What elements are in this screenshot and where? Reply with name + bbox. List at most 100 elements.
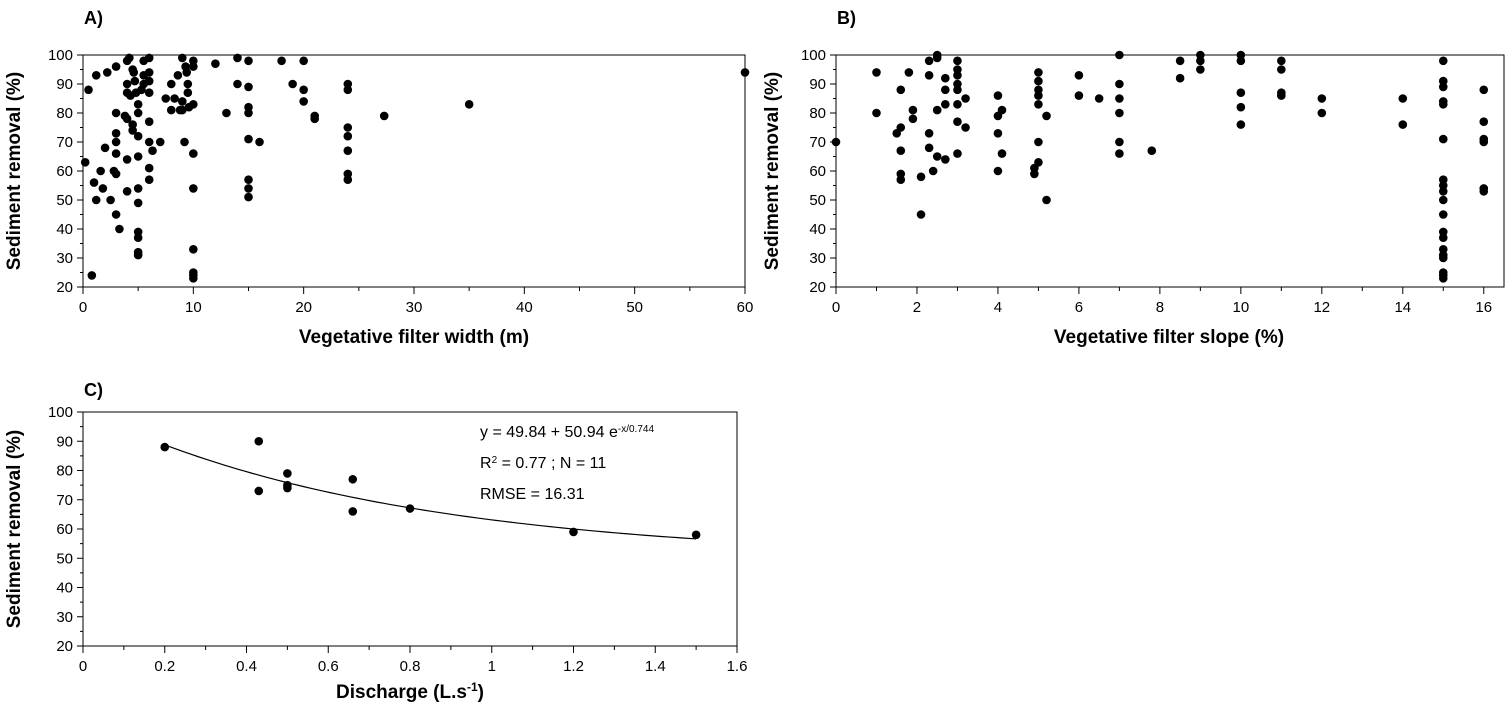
panel-b-data-point [896, 146, 906, 155]
panel-b-data-point [941, 73, 950, 83]
panel-a-x-tick-label: 40 [516, 299, 533, 316]
panel-a-data-point [144, 175, 154, 184]
panel-a-data-point [464, 100, 474, 109]
panel-a-data-point [111, 108, 121, 118]
panel-b-data-point [1034, 158, 1043, 167]
panel-c-y-tick-label: 90 [56, 433, 73, 450]
panel-c-data-point [348, 474, 358, 484]
panel-a-data-point [166, 79, 176, 89]
panel-b-data-point [1236, 120, 1246, 129]
panel-a-data-point [310, 114, 320, 124]
panel-a-data-point [189, 62, 198, 71]
panel-b-data-point [896, 85, 906, 95]
panel-a-data-point [244, 134, 253, 144]
panel-b-data-point [1042, 195, 1051, 205]
panel-b-data-point [1398, 94, 1408, 103]
panel-b-data-point [1398, 120, 1408, 129]
panel-a-x-tick-label: 30 [406, 299, 423, 316]
panel-a-y-tick-label: 100 [48, 47, 73, 64]
panel-a-data-point [128, 126, 137, 135]
panel-b-x-tick-label: 2 [913, 299, 921, 316]
panel-a-data-point [180, 137, 189, 147]
panel-a-y-tick-label: 80 [56, 105, 73, 122]
panel-a-data-point [189, 100, 198, 109]
panel-b-scatter-plot: B) 0 2 4 6 8 10 12 14 16 20 30 40 50 60 70 80 90 100 Veg… [762, 8, 1505, 348]
panel-a-data-point [111, 62, 121, 71]
panel-a-data-point [343, 146, 353, 155]
panel-c-y-axis-title: Sediment removal (%) [4, 430, 25, 629]
panel-c-x-tick-label: 1.4 [645, 658, 666, 675]
panel-c-y-tick-label: 40 [56, 580, 73, 597]
panel-b-data-point [1438, 82, 1448, 92]
panel-b-data-point [896, 123, 906, 132]
panel-a-data-point [244, 56, 253, 66]
panel-c-x-tick-label: 1.2 [563, 658, 584, 675]
panel-b-data-point [1438, 210, 1448, 219]
panel-a-data-point [122, 187, 132, 196]
panel-b-data-point [904, 68, 914, 77]
panel-b-data-point [1479, 117, 1489, 126]
panel-b-data-point [908, 105, 918, 115]
panel-a-data-point [130, 76, 140, 86]
panel-a-data-point [189, 274, 198, 283]
panel-b-data-point [1317, 94, 1327, 103]
panel-b-data-point [1115, 79, 1124, 89]
panel-c-x-tick-label: 0 [79, 658, 87, 675]
panel-b-data-point [1438, 187, 1448, 196]
panel-b-data-point [896, 175, 906, 184]
panel-a-data-point [144, 88, 154, 97]
panel-a-y-axis-title: Sediment removal (%) [4, 72, 25, 271]
panel-a-x-tick-label: 60 [737, 299, 754, 316]
panel-c-data-point [283, 483, 292, 493]
panel-b-data-point [1479, 85, 1489, 95]
panel-a-data-point [255, 137, 264, 147]
panel-a-y-tick-label: 70 [56, 134, 73, 151]
panel-a-data-point [115, 224, 124, 234]
panel-c-y-tick-label: 70 [56, 492, 73, 509]
panel-a-data-point [122, 155, 132, 164]
panel-a-data-point [233, 79, 242, 89]
panel-a-data-point [129, 68, 139, 77]
panel-a-data-point [178, 53, 187, 63]
panel-c-x-tick-label: 1.6 [727, 658, 748, 675]
panel-a-data-point [98, 184, 108, 193]
panel-b-data-point [1236, 102, 1246, 112]
panel-a-x-tick-label: 10 [185, 299, 202, 316]
panel-b-x-tick-label: 8 [1156, 299, 1164, 316]
panel-a-data-point [244, 184, 253, 193]
panel-c-fit-rmse: RMSE = 16.31 [480, 486, 585, 503]
panel-a-data-point [89, 178, 99, 187]
panel-a-data-point [133, 108, 143, 118]
panel-c-y-tick-label: 60 [56, 521, 73, 538]
panel-b-y-tick-label: 50 [809, 192, 826, 209]
panel-a-data-point [133, 100, 143, 109]
panel-b-data-point [1074, 71, 1084, 80]
panel-b-data-point [872, 68, 881, 77]
panel-a-data-point [288, 79, 297, 89]
panel-c-fit-curve [164, 444, 697, 540]
panel-c-x-tick-label: 0.4 [236, 658, 257, 675]
panel-a-data-point [133, 184, 143, 193]
panel-c-y-tick-label: 80 [56, 463, 73, 480]
panel-b-data-point [1438, 233, 1448, 242]
panel-a-data-point [244, 82, 253, 92]
panel-a-data-point [343, 85, 353, 95]
panel-b-data-point [1317, 108, 1327, 118]
panel-a-data-point [91, 195, 101, 205]
panel-b-data-point [953, 71, 962, 80]
panel-b-data-point [1034, 137, 1043, 147]
panel-b-y-tick-label: 80 [809, 105, 826, 122]
panel-b-data-point [1438, 56, 1448, 66]
panel-b-data-point [997, 149, 1007, 158]
panel-b-data-point [916, 210, 926, 219]
panel-b-y-tick-label: 40 [809, 221, 826, 238]
panel-b-data-point [993, 129, 1003, 138]
panel-b-data-point [1479, 187, 1489, 196]
panel-b-y-tick-label: 30 [809, 250, 826, 267]
panel-b-data-point [941, 85, 950, 95]
panel-a-data-point [133, 198, 143, 208]
panel-b-x-tick-label: 16 [1475, 299, 1492, 316]
panel-c-data-point [254, 486, 264, 496]
panel-a-y-tick-label: 50 [56, 192, 73, 209]
panel-b-data-point [1277, 91, 1286, 100]
